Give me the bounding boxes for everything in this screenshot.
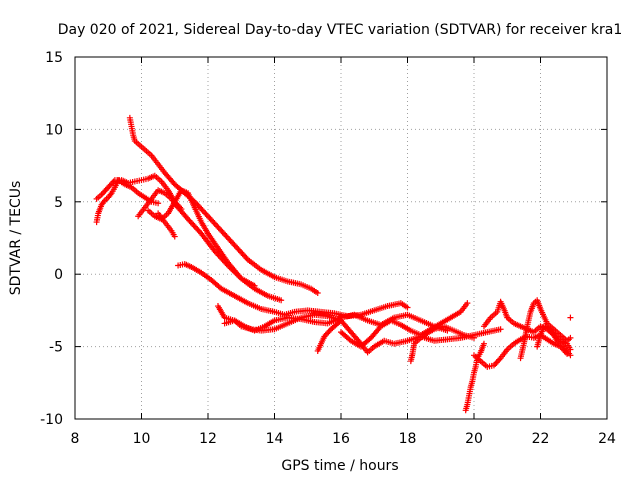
x-axis-label: GPS time / hours: [281, 458, 398, 474]
y-tick-label: 5: [54, 195, 63, 211]
y-tick-label: 15: [45, 50, 63, 66]
grid-lines: [75, 57, 607, 419]
x-tick-label: 12: [199, 431, 217, 447]
data-point: [314, 290, 321, 297]
x-tick-label: 22: [532, 431, 550, 447]
y-tick-labels: -10 -5 0 5 10 15: [40, 50, 63, 428]
y-tick-label: 0: [54, 267, 63, 283]
data-point: [471, 334, 477, 341]
x-tick-label: 18: [399, 431, 417, 447]
y-tick-label: 10: [45, 122, 63, 138]
x-tick-label: 20: [465, 431, 483, 447]
y-tick-label: -10: [40, 412, 63, 428]
data-point: [171, 233, 178, 240]
data-points: [93, 114, 574, 414]
data-point: [497, 326, 504, 333]
data-point: [480, 340, 487, 347]
data-point: [567, 352, 574, 359]
data-point: [567, 334, 574, 341]
data-point: [278, 297, 285, 304]
data-point: [464, 300, 471, 307]
data-point: [155, 200, 162, 207]
x-tick-label: 14: [266, 431, 284, 447]
axis-ticks: [74, 56, 608, 420]
data-point: [404, 304, 411, 311]
y-tick-label: -5: [49, 340, 63, 356]
x-tick-label: 10: [133, 431, 151, 447]
y-axis-label: SDTVAR / TECUs: [8, 181, 24, 296]
x-tick-label: 8: [71, 431, 80, 447]
data-point: [567, 314, 574, 321]
x-tick-labels: 8 10 12 14 16 18 20 22 24: [71, 431, 616, 447]
x-tick-label: 24: [598, 431, 616, 447]
chart-title: Day 020 of 2021, Sidereal Day-to-day VTE…: [58, 22, 623, 38]
x-tick-label: 16: [332, 431, 350, 447]
